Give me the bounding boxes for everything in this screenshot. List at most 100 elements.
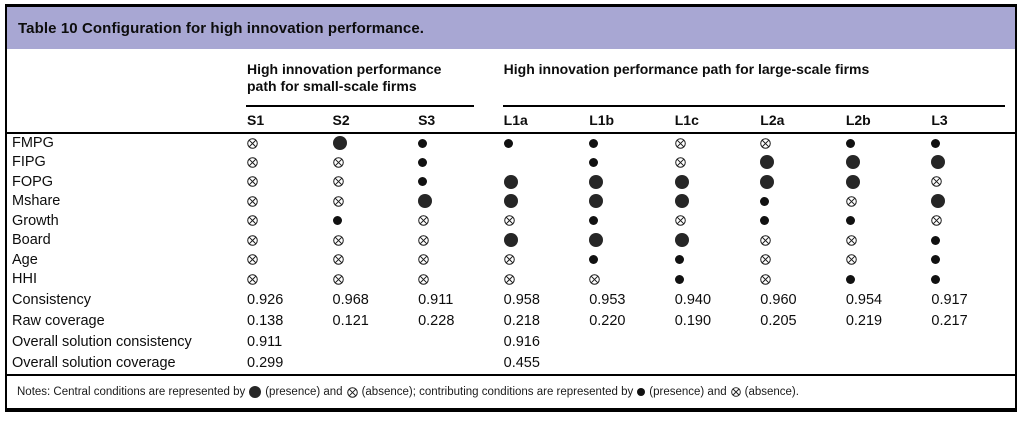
condition-cell (673, 153, 759, 173)
condition-cell (502, 250, 588, 270)
condition-row-label: Board (12, 232, 51, 249)
absence-icon (418, 274, 429, 285)
contributing-presence-icon (418, 177, 428, 187)
condition-cell (929, 211, 1015, 231)
contributing-presence-icon (760, 216, 770, 226)
condition-cell (331, 153, 417, 173)
absence-icon (247, 254, 258, 266)
central-presence-icon (589, 233, 604, 248)
condition-row: FOPG (7, 172, 1015, 192)
condition-row: Board (7, 231, 1015, 251)
absence-icon (247, 274, 258, 285)
column-header-s2: S2 (330, 107, 417, 134)
contributing-presence-icon (637, 388, 646, 396)
condition-cell (587, 231, 673, 251)
condition-cell (844, 172, 930, 192)
condition-cell (245, 231, 331, 251)
statistic-cell: 0.958 (503, 291, 540, 308)
absence-icon (503, 274, 515, 285)
condition-cell (844, 211, 930, 231)
absence-icon (247, 176, 258, 188)
statistic-cell (416, 352, 502, 373)
condition-cell (416, 192, 502, 212)
contributing-presence-icon (503, 138, 513, 148)
statistic-cell (587, 352, 673, 373)
absence-icon (332, 157, 344, 168)
central-presence-icon (760, 155, 775, 170)
contributing-presence-icon (674, 255, 684, 265)
contributing-presence-icon (589, 138, 599, 148)
central-absence-icon (346, 386, 358, 398)
contributing-presence-icon (589, 255, 599, 265)
condition-cell (502, 192, 588, 212)
condition-cell (331, 172, 417, 192)
central-presence-icon (332, 136, 347, 151)
statistic-cell: 0.911 (247, 333, 283, 350)
condition-cell (331, 133, 417, 153)
condition-cell (245, 250, 331, 270)
group-label: High innovation performance path for lar… (503, 61, 870, 77)
condition-row: FMPG (7, 133, 1015, 153)
statistic-cell: 0.940 (674, 291, 712, 308)
statistic-cell: 0.455 (503, 354, 540, 371)
condition-row: Growth (7, 211, 1015, 231)
condition-row: HHI (7, 270, 1015, 290)
central-presence-icon (589, 194, 604, 209)
condition-cell (331, 231, 417, 251)
absence-icon (760, 235, 772, 246)
condition-cell (844, 133, 930, 153)
condition-cell (331, 250, 417, 270)
condition-row-label: FIPG (12, 154, 46, 171)
contributing-presence-icon (418, 157, 428, 167)
contributing-presence-icon (674, 274, 684, 284)
condition-row: FIPG (7, 153, 1015, 173)
condition-cell (416, 172, 502, 192)
absence-icon (418, 254, 429, 266)
contributing-presence-icon (332, 216, 342, 226)
statistic-cell (758, 331, 844, 352)
condition-cell (587, 192, 673, 212)
absence-icon (931, 176, 943, 188)
statistic-cell: 0.121 (332, 312, 369, 329)
statistic-cell: 0.219 (845, 312, 883, 329)
condition-cell (245, 133, 331, 153)
contributing-presence-icon (931, 138, 941, 148)
central-presence-icon (589, 174, 604, 189)
column-header-l1c: L1c (672, 107, 759, 134)
column-header-s3: S3 (416, 107, 502, 134)
absence-icon (247, 215, 258, 227)
absence-icon (247, 157, 258, 168)
condition-cell (673, 192, 759, 212)
contributing-presence-icon (418, 138, 428, 148)
statistic-row-label: Overall solution consistency (12, 333, 192, 350)
central-presence-icon (503, 194, 518, 209)
absence-icon (674, 215, 686, 227)
statistic-row: Raw coverage 0.138 0.121 0.228 0.218 0.220 0.1… (7, 310, 1015, 331)
condition-cell (245, 270, 331, 290)
absence-icon (846, 196, 857, 207)
condition-cell (502, 231, 588, 251)
statistic-cell: 0.917 (931, 291, 968, 308)
condition-cell (844, 231, 930, 251)
central-presence-icon (674, 233, 689, 248)
statistic-cell: 0.953 (589, 291, 626, 308)
statistic-cell (673, 352, 759, 373)
condition-row-label: HHI (12, 271, 37, 288)
condition-cell (502, 211, 588, 231)
configuration-table: High innovation performance path for sma… (7, 49, 1015, 373)
notes-text-3: (absence); contributing conditions are r… (361, 386, 634, 398)
absence-icon (503, 254, 515, 266)
statistic-cell: 0.205 (760, 312, 797, 329)
condition-cell (331, 270, 417, 290)
statistic-cell (416, 331, 502, 352)
condition-cell (929, 270, 1015, 290)
condition-row-label: Growth (12, 212, 59, 229)
condition-cell (245, 192, 331, 212)
condition-cell (416, 133, 502, 153)
row-label-header (7, 49, 245, 134)
contributing-presence-icon (845, 216, 855, 226)
statistic-cell (844, 352, 930, 373)
statistic-cell (758, 352, 844, 373)
statistic-cell (331, 331, 417, 352)
absence-icon (247, 138, 258, 149)
